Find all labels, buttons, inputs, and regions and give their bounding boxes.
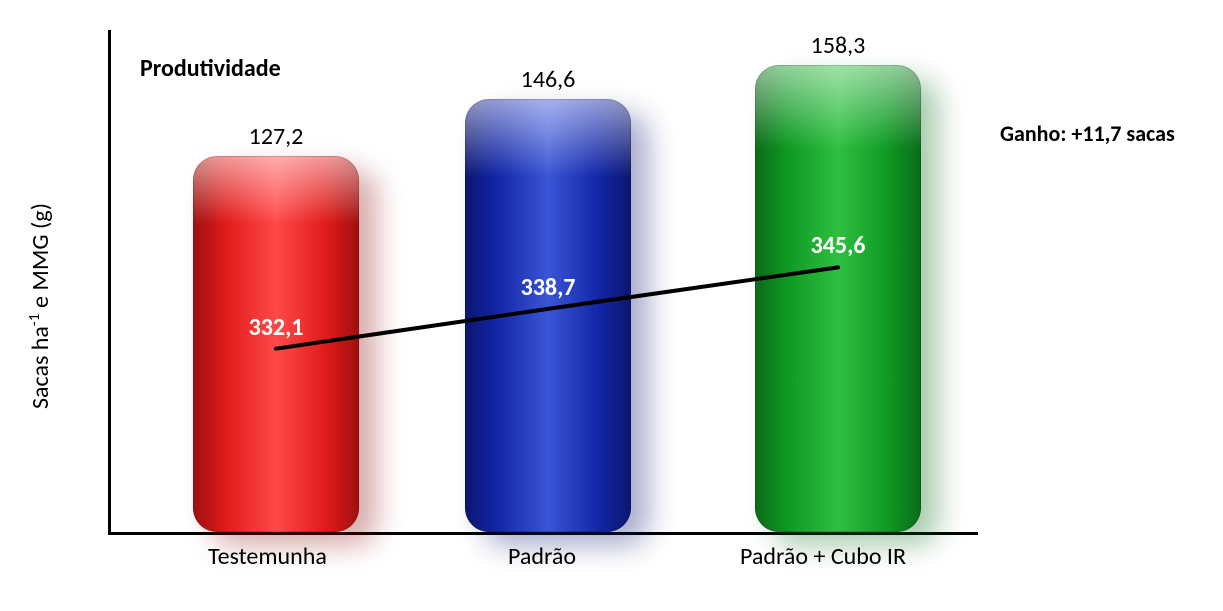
bar-fill [465,99,631,532]
plot-area: Produtividade 127,2332,1146,6338,7158,33… [108,30,978,535]
bar-padr-o: 146,6338,7 [465,99,631,532]
bar-value-label: 127,2 [249,122,304,151]
bar-value-label: 158,3 [811,31,866,60]
x-axis-category-label: Padrão [508,542,576,571]
line-value-label: 332,1 [249,313,304,342]
bar-fill [193,156,359,532]
chart-title: Produtividade [140,54,281,83]
line-value-label: 338,7 [521,273,576,302]
y-axis-line [108,30,111,535]
bar-testemunha: 127,2332,1 [193,156,359,532]
gain-annotation: Ganho: +11,7 sacas [1000,120,1175,147]
line-value-label: 345,6 [811,231,866,260]
productivity-chart: Sacas ha-1 e MMG (g) Ganho: +11,7 sacas … [0,0,1223,611]
bar-fill [755,65,921,532]
bar-padr-o-cubo-ir: 158,3345,6 [755,65,921,532]
x-axis-category-label: Testemunha [208,542,327,571]
y-axis-label: Sacas ha-1 e MMG (g) [25,203,55,409]
x-axis-category-label: Padrão + Cubo IR [740,542,906,571]
bar-value-label: 146,6 [521,65,576,94]
